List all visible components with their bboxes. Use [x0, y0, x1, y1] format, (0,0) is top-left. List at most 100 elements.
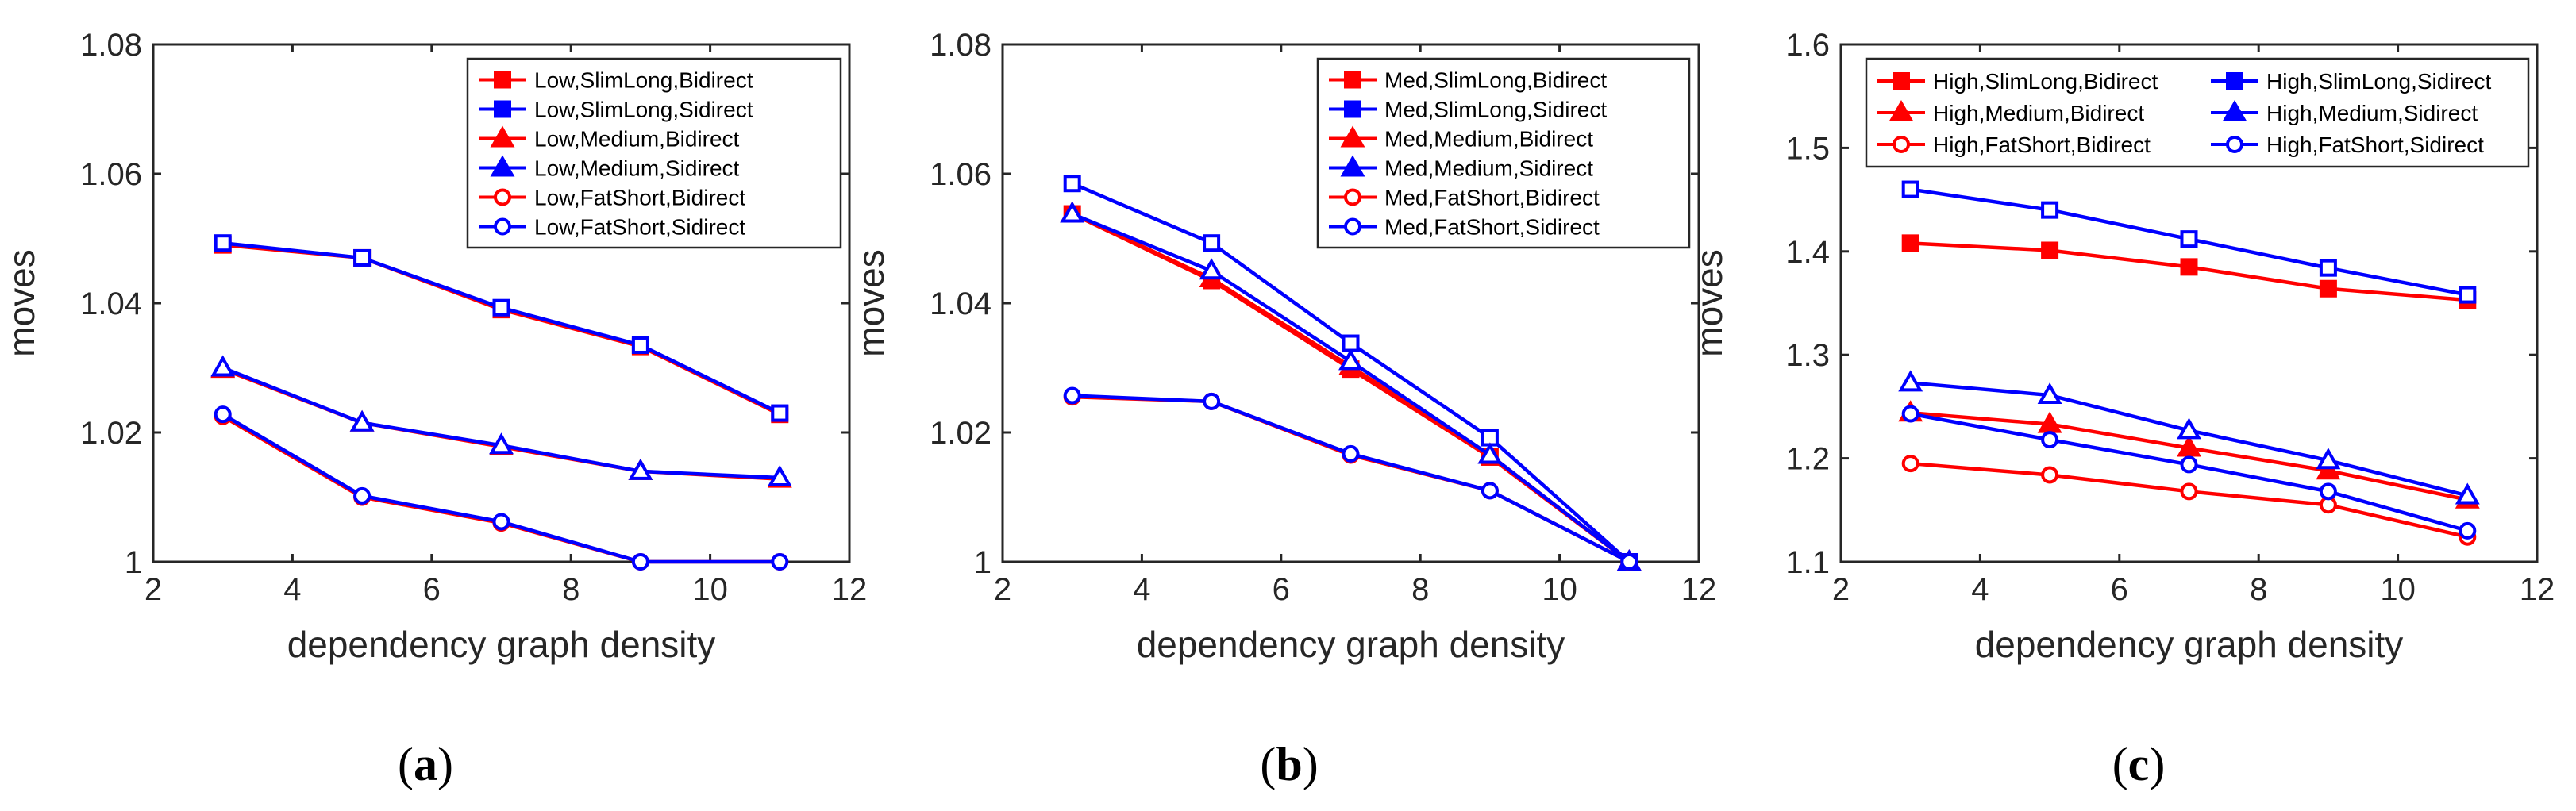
- series-line: [1071, 212, 1631, 563]
- caption-close-paren: ): [2149, 738, 2165, 790]
- data-point: [2319, 482, 2337, 501]
- legend-label: Low,Medium,Sidirect: [534, 156, 740, 181]
- series-med-fatshort-bidirect: [1063, 388, 1638, 571]
- y-tick-label: 1.04: [930, 286, 992, 321]
- legend-marker: [1893, 72, 1910, 90]
- legend-label: Med,Medium,Sidirect: [1384, 156, 1593, 181]
- data-point: [349, 409, 375, 432]
- caption-letter: c: [2128, 738, 2150, 790]
- data-point: [489, 432, 514, 455]
- legend-label: High,SlimLong,Bidirect: [1933, 69, 2158, 94]
- legend-marker: [494, 100, 511, 118]
- legend-entry-high-medium-sidirect: High,Medium,Sidirect: [2211, 99, 2478, 125]
- data-point: [2459, 521, 2477, 540]
- series-med-medium-bidirect: [1060, 201, 1642, 571]
- data-point: [2180, 482, 2198, 501]
- legend-marker: [490, 125, 515, 148]
- legend-entry-low-slimlong-bidirect: Low,SlimLong,Bidirect: [479, 68, 753, 93]
- legend-entry-med-fatshort-bidirect: Med,FatShort,Bidirect: [1329, 186, 1600, 210]
- x-axis-label: dependency graph density: [287, 624, 716, 665]
- data-point: [2316, 448, 2341, 470]
- y-tick-label: 1.08: [930, 28, 992, 63]
- legend-entry-low-fatshort-bidirect: Low,FatShort,Bidirect: [479, 186, 745, 210]
- legend-label: Low,Medium,Bidirect: [534, 127, 740, 152]
- data-point: [2459, 286, 2477, 304]
- data-point: [492, 513, 510, 531]
- y-tick-label: 1.02: [930, 416, 992, 451]
- y-axis-label: moves: [1688, 249, 1730, 356]
- data-point: [2180, 230, 2198, 248]
- chart-panel-a: 2 4 6 8 10 12 1 1.02 1.04 1.06 1.08 dependency grap…: [1, 28, 867, 790]
- data-point: [1203, 392, 1221, 410]
- legend-label: Med,Medium,Bidirect: [1384, 127, 1593, 152]
- data-point: [353, 248, 372, 267]
- x-tick-label: 10: [2380, 572, 2416, 607]
- y-tick-label: 1.08: [80, 28, 142, 63]
- plot-area-frame: [1839, 43, 2539, 563]
- legend: High,SlimLong,Bidirect High,SlimLong,Sidi…: [1865, 57, 2530, 168]
- series-high-medium-sidirect: [1898, 370, 2480, 505]
- legend-label: High,FatShort,Sidirect: [2266, 133, 2484, 157]
- data-point: [1342, 444, 1360, 463]
- data-point: [2041, 201, 2059, 219]
- data-point: [353, 486, 372, 505]
- legend-entry-low-slimlong-sidirect: Low,SlimLong,Sidirect: [479, 98, 753, 122]
- legend-entry-low-fatshort-sidirect: Low,FatShort,Sidirect: [479, 215, 745, 240]
- data-point: [1901, 180, 1919, 198]
- legend-entry-high-fatshort-bidirect: High,FatShort,Bidirect: [1877, 133, 2151, 157]
- legend: Low,SlimLong,Bidirect Low,SlimLong,Sidire…: [466, 57, 842, 249]
- y-tick-label: 1.06: [80, 157, 142, 192]
- data-point: [631, 336, 649, 354]
- x-tick-label: 6: [423, 572, 441, 607]
- x-tick-label: 10: [692, 572, 728, 607]
- data-point: [1338, 348, 1363, 371]
- data-point: [2180, 455, 2198, 474]
- data-point: [1063, 175, 1081, 193]
- y-tick-label: 1.02: [80, 416, 142, 451]
- data-point: [2180, 258, 2198, 276]
- legend-marker: [2226, 72, 2243, 90]
- series-line: [222, 243, 781, 417]
- series-low-fatshort-sidirect: [214, 406, 789, 571]
- legend-marker: [1344, 100, 1361, 118]
- series-line: [1072, 394, 1631, 564]
- y-tick-label: 1.4: [1785, 235, 1830, 270]
- x-tick-label: 10: [1542, 572, 1577, 607]
- legend-label: Med,SlimLong,Bidirect: [1384, 68, 1607, 93]
- y-tick-label: 1.6: [1785, 28, 1830, 63]
- caption-letter: a: [414, 738, 437, 790]
- legend-label: Low,FatShort,Sidirect: [534, 215, 745, 240]
- caption-open-paren: (: [1260, 738, 1276, 790]
- x-axis-label: dependency graph density: [1975, 624, 2404, 665]
- legend-entry-low-medium-sidirect: Low,Medium,Sidirect: [479, 155, 740, 181]
- data-point: [2455, 482, 2480, 505]
- legend-entry-med-slimlong-bidirect: Med,SlimLong,Bidirect: [1329, 68, 1607, 93]
- data-point: [492, 298, 510, 317]
- series-line: [1071, 212, 1631, 563]
- series-med-slimlong-bidirect: [1063, 205, 1638, 571]
- series-low-slimlong-sidirect: [214, 234, 789, 422]
- x-tick-label: 8: [2250, 572, 2267, 607]
- legend-marker: [1344, 188, 1361, 206]
- data-point: [2177, 435, 2201, 457]
- legend-label: High,Medium,Sidirect: [2266, 101, 2478, 125]
- legend-marker: [1893, 136, 1910, 153]
- series-med-fatshort-sidirect: [1063, 386, 1638, 571]
- series-line: [222, 240, 781, 415]
- y-tick-label: 1.5: [1785, 131, 1830, 166]
- caption-close-paren: ): [437, 738, 453, 790]
- chart-panel-c: 2 4 6 8 10 12 1.1 1.2 1.3 1.4 1.5 1.6 dependency gra…: [1688, 28, 2555, 790]
- caption-close-paren: ): [1303, 738, 1319, 790]
- legend-entry-med-slimlong-sidirect: Med,SlimLong,Sidirect: [1329, 98, 1607, 122]
- x-axis-label: dependency graph density: [1137, 624, 1565, 665]
- legend-marker: [494, 217, 511, 236]
- x-tick-label: 2: [1832, 572, 1850, 607]
- x-tick-label: 6: [1273, 572, 1290, 607]
- legend-label: Med,SlimLong,Sidirect: [1384, 98, 1607, 122]
- data-point: [1342, 334, 1360, 352]
- legend-label: Med,FatShort,Bidirect: [1384, 186, 1600, 210]
- data-point: [1481, 482, 1499, 500]
- data-point: [1898, 370, 1923, 392]
- x-tick-label: 8: [562, 572, 580, 607]
